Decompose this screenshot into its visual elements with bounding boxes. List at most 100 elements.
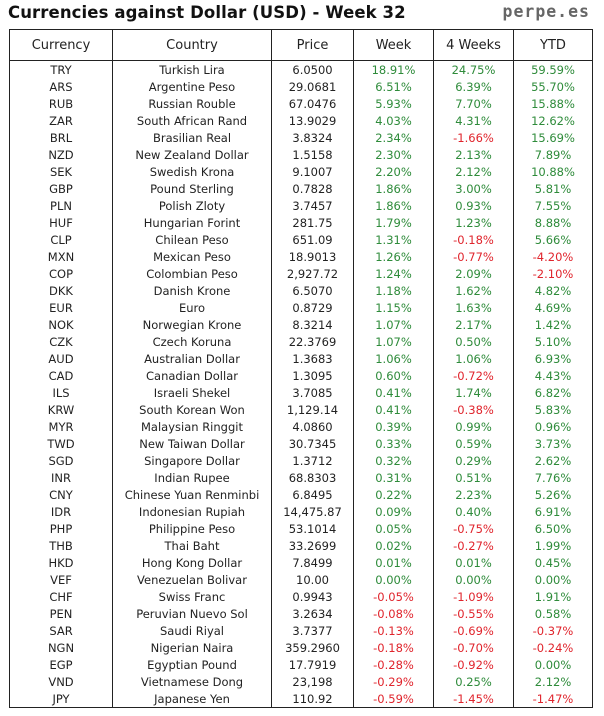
cell-ytd: 0.96% — [513, 418, 593, 435]
cell-country: Peruvian Nuevo Sol — [112, 605, 272, 622]
cell-price: 13.9029 — [271, 112, 354, 129]
cell-week: 2.30% — [353, 146, 434, 163]
cell-4-weeks: 2.12% — [433, 163, 514, 180]
table-row: EUR Euro 0.8729 1.15% 1.63% 4.69% — [9, 299, 593, 316]
cell-ytd: 12.62% — [513, 112, 593, 129]
table-row: COP Colombian Peso 2,927.72 1.24% 2.09% -2.10… — [9, 265, 593, 282]
cell-price: 33.2699 — [271, 537, 354, 554]
table-row: SAR Saudi Riyal 3.7377 -0.13% -0.69% -0.37% — [9, 622, 593, 639]
cell-4-weeks: -1.45% — [433, 690, 514, 708]
table-row: INR Indian Rupee 68.8303 0.31% 0.51% 7.76% — [9, 469, 593, 486]
table-row: RUB Russian Rouble 67.0476 5.93% 7.70% 15.88% — [9, 95, 593, 112]
cell-ytd: 0.45% — [513, 554, 593, 571]
cell-week: 0.31% — [353, 469, 434, 486]
cell-ytd: 1.91% — [513, 588, 593, 605]
cell-country: Swedish Krona — [112, 163, 272, 180]
cell-ytd: 5.81% — [513, 180, 593, 197]
cell-price: 2,927.72 — [271, 265, 354, 282]
cell-4-weeks: -0.55% — [433, 605, 514, 622]
cell-4-weeks: 0.99% — [433, 418, 514, 435]
cell-currency: AUD — [9, 350, 113, 367]
table-row: PEN Peruvian Nuevo Sol 3.2634 -0.08% -0.55% 0… — [9, 605, 593, 622]
cell-ytd: 10.88% — [513, 163, 593, 180]
cell-currency: MYR — [9, 418, 113, 435]
cell-price: 3.7457 — [271, 197, 354, 214]
cell-4-weeks: 0.93% — [433, 197, 514, 214]
cell-week: 6.51% — [353, 78, 434, 95]
cell-4-weeks: 2.13% — [433, 146, 514, 163]
cell-week: -0.08% — [353, 605, 434, 622]
cell-ytd: 6.91% — [513, 503, 593, 520]
table-row: SEK Swedish Krona 9.1007 2.20% 2.12% 10.88% — [9, 163, 593, 180]
cell-price: 359.2960 — [271, 639, 354, 656]
cell-price: 4.0860 — [271, 418, 354, 435]
cell-4-weeks: 4.31% — [433, 112, 514, 129]
cell-week: 0.60% — [353, 367, 434, 384]
cell-country: Chilean Peso — [112, 231, 272, 248]
cell-week: 0.41% — [353, 401, 434, 418]
cell-week: 18.91% — [353, 60, 434, 78]
cell-currency: PEN — [9, 605, 113, 622]
cell-week: 1.07% — [353, 316, 434, 333]
cell-currency: HUF — [9, 214, 113, 231]
cell-country: Colombian Peso — [112, 265, 272, 282]
cell-4-weeks: 3.00% — [433, 180, 514, 197]
table-row: NOK Norwegian Krone 8.3214 1.07% 2.17% 1.42% — [9, 316, 593, 333]
cell-week: 0.01% — [353, 554, 434, 571]
cell-price: 1.3095 — [271, 367, 354, 384]
cell-4-weeks: 1.74% — [433, 384, 514, 401]
cell-country: Polish Zloty — [112, 197, 272, 214]
cell-country: Israeli Shekel — [112, 384, 272, 401]
cell-week: 1.18% — [353, 282, 434, 299]
cell-price: 6.0500 — [271, 60, 354, 78]
cell-week: 0.05% — [353, 520, 434, 537]
cell-currency: COP — [9, 265, 113, 282]
cell-currency: CNY — [9, 486, 113, 503]
cell-country: Brasilian Real — [112, 129, 272, 146]
cell-week: 4.03% — [353, 112, 434, 129]
page-title: Currencies against Dollar (USD) - Week 3… — [8, 3, 406, 22]
cell-week: 1.24% — [353, 265, 434, 282]
cell-country: Vietnamese Dong — [112, 673, 272, 690]
cell-price: 110.92 — [271, 690, 354, 708]
cell-currency: CLP — [9, 231, 113, 248]
table-row: PLN Polish Zloty 3.7457 1.86% 0.93% 7.55% — [9, 197, 593, 214]
cell-price: 7.8499 — [271, 554, 354, 571]
cell-country: Philippine Peso — [112, 520, 272, 537]
cell-price: 6.5070 — [271, 282, 354, 299]
cell-4-weeks: -0.18% — [433, 231, 514, 248]
cell-4-weeks: -0.75% — [433, 520, 514, 537]
cell-price: 30.7345 — [271, 435, 354, 452]
cell-4-weeks: 2.09% — [433, 265, 514, 282]
cell-ytd: 0.58% — [513, 605, 593, 622]
cell-currency: EUR — [9, 299, 113, 316]
cell-currency: VND — [9, 673, 113, 690]
table-row: AUD Australian Dollar 1.3683 1.06% 1.06% 6.93… — [9, 350, 593, 367]
cell-currency: JPY — [9, 690, 113, 708]
cell-ytd: 6.93% — [513, 350, 593, 367]
cell-currency: INR — [9, 469, 113, 486]
cell-currency: NZD — [9, 146, 113, 163]
cell-price: 23,198 — [271, 673, 354, 690]
cell-week: -0.13% — [353, 622, 434, 639]
cell-country: South Korean Won — [112, 401, 272, 418]
cell-ytd: 5.26% — [513, 486, 593, 503]
cell-country: Euro — [112, 299, 272, 316]
cell-week: -0.29% — [353, 673, 434, 690]
column-header-ytd: YTD — [513, 29, 593, 61]
cell-ytd: 0.00% — [513, 571, 593, 588]
cell-4-weeks: 0.40% — [433, 503, 514, 520]
cell-price: 0.7828 — [271, 180, 354, 197]
column-header-4-weeks: 4 Weeks — [433, 29, 514, 61]
cell-currency: CAD — [9, 367, 113, 384]
cell-country: Singapore Dollar — [112, 452, 272, 469]
cell-week: 0.00% — [353, 571, 434, 588]
table-row: KRW South Korean Won 1,129.14 0.41% -0.38% 5.… — [9, 401, 593, 418]
cell-country: New Taiwan Dollar — [112, 435, 272, 452]
cell-week: 0.41% — [353, 384, 434, 401]
cell-4-weeks: -0.70% — [433, 639, 514, 656]
cell-week: 0.32% — [353, 452, 434, 469]
cell-currency: PLN — [9, 197, 113, 214]
cell-ytd: 4.82% — [513, 282, 593, 299]
cell-4-weeks: 6.39% — [433, 78, 514, 95]
